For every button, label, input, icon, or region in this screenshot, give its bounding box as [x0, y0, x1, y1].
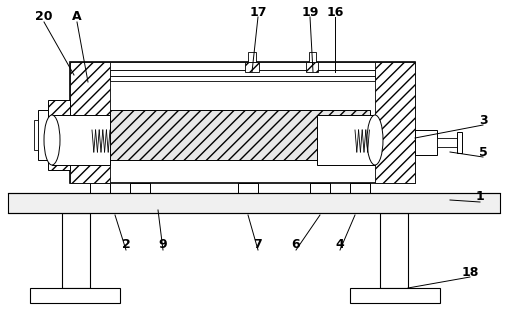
- Bar: [238, 183, 258, 193]
- Bar: [70, 70, 415, 76]
- Bar: [8, 193, 500, 213]
- Text: 6: 6: [292, 239, 300, 252]
- Bar: [110, 76, 375, 81]
- Bar: [350, 183, 370, 193]
- Text: 18: 18: [461, 266, 479, 278]
- Bar: [34, 120, 38, 150]
- Bar: [437, 138, 457, 147]
- Bar: [415, 130, 437, 155]
- Bar: [457, 132, 462, 153]
- Bar: [38, 110, 48, 160]
- Text: 16: 16: [326, 6, 343, 18]
- Bar: [245, 62, 259, 72]
- Text: 20: 20: [35, 11, 53, 24]
- Bar: [30, 288, 120, 303]
- Text: 7: 7: [254, 239, 262, 252]
- Bar: [70, 62, 415, 70]
- Text: 17: 17: [249, 6, 267, 18]
- Bar: [248, 52, 256, 62]
- Bar: [130, 183, 150, 193]
- Ellipse shape: [367, 115, 383, 165]
- Bar: [70, 62, 415, 183]
- Ellipse shape: [44, 115, 60, 165]
- Bar: [317, 115, 375, 165]
- Text: 5: 5: [479, 146, 488, 159]
- Bar: [380, 213, 408, 288]
- Bar: [309, 52, 316, 62]
- Bar: [350, 288, 440, 303]
- Bar: [52, 115, 110, 165]
- Text: A: A: [72, 11, 82, 24]
- Bar: [375, 62, 415, 183]
- Text: 3: 3: [479, 114, 487, 127]
- Bar: [90, 183, 110, 193]
- Bar: [70, 62, 110, 183]
- Bar: [110, 110, 370, 160]
- Bar: [310, 183, 330, 193]
- Text: 1: 1: [476, 191, 484, 203]
- Bar: [48, 100, 70, 170]
- Text: 4: 4: [336, 239, 345, 252]
- Text: 9: 9: [159, 239, 167, 252]
- Bar: [110, 70, 375, 76]
- Bar: [306, 62, 318, 72]
- Bar: [62, 213, 90, 288]
- Text: 2: 2: [122, 239, 130, 252]
- Text: 19: 19: [301, 6, 319, 18]
